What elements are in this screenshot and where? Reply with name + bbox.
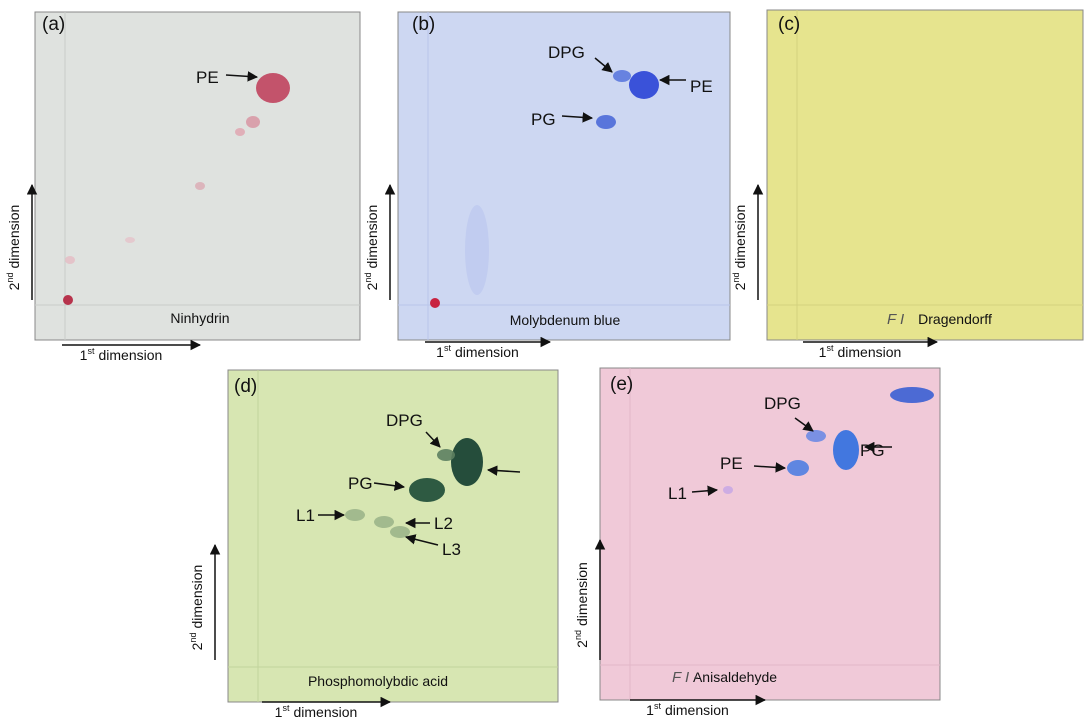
panel-label: (e)	[610, 374, 633, 395]
spot	[374, 516, 394, 528]
tlc-plate	[600, 368, 940, 700]
spot	[390, 526, 410, 538]
pencil-note: F I -	[672, 669, 698, 686]
spot	[195, 182, 205, 190]
spot	[596, 115, 616, 129]
axis-label: 2nd dimension	[188, 565, 205, 651]
axis-label: 2nd dimension	[363, 205, 380, 291]
axis-label: 2nd dimension	[5, 205, 22, 291]
axis-number: 2	[574, 640, 590, 648]
axis-suffix: st	[87, 346, 95, 356]
stain-name: Ninhydrin	[170, 310, 229, 326]
spot-label: L1	[668, 484, 687, 503]
axis-suffix: nd	[188, 633, 198, 643]
figure: (a)NinhydrinPE2nddimension1stdimension(b…	[0, 0, 1084, 724]
spot-label: L2	[434, 514, 453, 533]
spot	[409, 478, 445, 502]
axis-number: 1	[80, 347, 88, 363]
spot-label: PE	[720, 454, 743, 473]
panel-label: (b)	[412, 14, 435, 35]
axis-word: dimension	[837, 344, 901, 360]
axis-suffix: nd	[731, 273, 741, 283]
axis-number: 2	[732, 282, 748, 290]
axis-number: 1	[646, 702, 654, 718]
spot-label: PE	[196, 68, 219, 87]
axis-number: 2	[364, 282, 380, 290]
axis-number: 2	[189, 642, 205, 650]
panel-label: (d)	[234, 376, 257, 397]
axis-suffix: nd	[363, 273, 373, 283]
spot	[63, 295, 73, 305]
spot-label: PE	[690, 77, 713, 96]
axis-number: 1	[275, 704, 283, 720]
spot-label: DPG	[386, 411, 423, 430]
spot-label: L1	[296, 506, 315, 525]
axis-word: dimension	[98, 347, 162, 363]
stain-name: Dragendorff	[918, 311, 992, 327]
spot-label: PG	[348, 474, 373, 493]
spot	[806, 430, 826, 442]
stain-name: Phosphomolybdic acid	[308, 673, 448, 689]
panel-label: (c)	[778, 14, 800, 35]
spot	[787, 460, 809, 476]
axis-suffix: st	[282, 703, 290, 713]
axis-label: 2nd dimension	[573, 562, 590, 648]
spot	[451, 438, 483, 486]
spot-label: DPG	[548, 43, 585, 62]
spot	[890, 387, 934, 403]
axis-word: dimension	[364, 205, 380, 269]
axis-suffix: nd	[573, 630, 583, 640]
spot	[235, 128, 245, 136]
spot-label: PG	[531, 110, 556, 129]
spot-label: L3	[442, 540, 461, 559]
spot	[833, 430, 859, 470]
axis-number: 1	[436, 344, 444, 360]
axis-suffix: st	[444, 343, 452, 353]
spot	[465, 205, 489, 295]
axis-suffix: st	[826, 343, 834, 353]
axis-suffix: st	[654, 701, 662, 711]
axis-word: dimension	[455, 344, 519, 360]
axis-word: dimension	[293, 704, 357, 720]
tlc-plate	[35, 12, 360, 340]
axis-word: dimension	[6, 205, 22, 269]
panel-label: (a)	[42, 14, 65, 35]
spot	[125, 237, 135, 243]
axis-number: 2	[6, 282, 22, 290]
axis-word: dimension	[665, 702, 729, 718]
stain-name: Anisaldehyde	[693, 669, 777, 685]
axis-word: dimension	[732, 205, 748, 269]
spot	[246, 116, 260, 128]
spot	[345, 509, 365, 521]
spot	[613, 70, 631, 82]
spot	[723, 486, 733, 494]
spot	[629, 71, 659, 99]
stain-name: Molybdenum blue	[510, 312, 621, 328]
axis-number: 1	[819, 344, 827, 360]
pencil-note: F I	[887, 311, 904, 328]
axis-suffix: nd	[5, 273, 15, 283]
axis-word: dimension	[189, 565, 205, 629]
spot	[437, 449, 455, 461]
axis-word: dimension	[574, 562, 590, 626]
spot	[65, 256, 75, 264]
axis-label: 2nd dimension	[731, 205, 748, 291]
spot	[430, 298, 440, 308]
spot-label: PG	[860, 441, 885, 460]
spot-label: DPG	[764, 394, 801, 413]
spot	[256, 73, 290, 103]
tlc-plate	[767, 10, 1083, 340]
